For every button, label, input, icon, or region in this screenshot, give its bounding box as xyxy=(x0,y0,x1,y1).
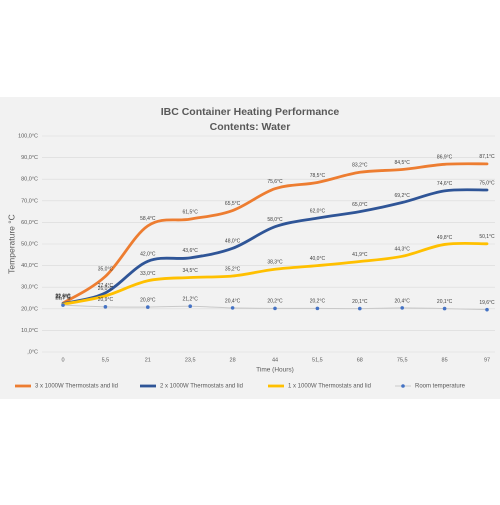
chart-subtitle: Contents: Water xyxy=(210,121,291,133)
data-point xyxy=(188,304,192,309)
data-label: 33,0°C xyxy=(140,271,156,277)
data-label: 40,0°C xyxy=(310,256,326,262)
legend-label: 1 x 1000W Thermostats and lid xyxy=(288,384,371,390)
x-tick-label: 97 xyxy=(484,357,490,363)
data-label: 42,0°C xyxy=(140,252,156,258)
data-point xyxy=(485,307,489,312)
data-label: 74,6°C xyxy=(437,181,453,187)
x-tick-label: 75,5 xyxy=(397,357,408,363)
x-axis-label: Time (Hours) xyxy=(256,367,294,374)
x-tick-label: 21 xyxy=(145,357,151,363)
data-label: 22,6°C xyxy=(55,294,71,300)
data-label: 20,1°C xyxy=(437,299,453,305)
data-point xyxy=(61,303,65,307)
y-tick-label: 10,0°C xyxy=(21,328,38,334)
series-line xyxy=(61,188,489,306)
data-label: 62,0°C xyxy=(310,208,326,214)
data-label: 20,4°C xyxy=(395,298,411,304)
data-label: 84,5°C xyxy=(395,160,411,166)
data-label: 43,6°C xyxy=(183,248,199,254)
data-label: 34,5°C xyxy=(183,268,199,274)
data-point xyxy=(400,306,405,310)
data-label: 38,3°C xyxy=(267,260,283,266)
x-tick-label: 68 xyxy=(357,357,363,363)
legend-label: 2 x 1000W Thermostats and lid xyxy=(160,384,243,390)
data-point xyxy=(146,305,150,309)
y-tick-label: ,0°C xyxy=(27,349,38,355)
chart-background xyxy=(0,97,500,399)
data-label: 41,9°C xyxy=(352,252,368,258)
data-label: 75,0°C xyxy=(479,180,495,186)
y-tick-label: 60,0°C xyxy=(21,220,38,226)
data-label: 22,1°C xyxy=(55,295,71,301)
data-label: 78,5°C xyxy=(310,173,326,179)
data-label: 26,0°C xyxy=(98,286,114,292)
data-label: 20,9°C xyxy=(98,297,114,303)
data-point xyxy=(230,306,235,310)
data-label: 35,0°C xyxy=(98,267,114,273)
x-tick-label: 23,5 xyxy=(185,357,196,363)
data-point xyxy=(103,305,108,309)
series-line xyxy=(61,241,489,306)
data-label: 35,2°C xyxy=(225,266,241,272)
y-tick-label: 100,0°C xyxy=(18,133,38,139)
data-label: 19,6°C xyxy=(479,300,495,306)
data-label: 20,8°C xyxy=(140,297,156,303)
y-axis-label: Temperature °C xyxy=(6,214,16,274)
data-label: 86,9°C xyxy=(437,155,453,161)
data-label: 65,5°C xyxy=(225,201,241,207)
data-label: 49,8°C xyxy=(437,235,453,241)
data-label: 44,3°C xyxy=(395,247,411,253)
data-label: 20,2°C xyxy=(310,299,326,305)
data-label: 83,2°C xyxy=(352,163,368,169)
data-label: 58,0°C xyxy=(267,217,283,223)
data-point xyxy=(442,306,447,311)
x-tick-label: 28 xyxy=(230,357,236,363)
data-label: 20,1°C xyxy=(352,299,368,305)
data-point xyxy=(273,306,277,311)
x-tick-label: 0 xyxy=(61,357,64,363)
y-tick-label: 90,0°C xyxy=(21,155,38,161)
data-label: 22,4°C xyxy=(55,294,71,300)
chart-title: IBC Container Heating Performance xyxy=(161,106,340,118)
data-label: 27,4°C xyxy=(98,283,114,289)
data-label: 61,5°C xyxy=(183,209,199,215)
x-tick-label: 44 xyxy=(272,357,278,363)
y-tick-label: 20,0°C xyxy=(21,306,38,312)
x-tick-label: 51,5 xyxy=(312,357,323,363)
data-label: 21,7°C xyxy=(55,295,71,301)
series-line xyxy=(61,162,489,305)
legend-label: Room temperature xyxy=(415,384,466,390)
data-label: 21,2°C xyxy=(183,297,199,303)
data-label: 20,4°C xyxy=(225,298,241,304)
data-label: 75,6°C xyxy=(267,179,283,185)
y-tick-label: 70,0°C xyxy=(21,198,38,204)
data-label: 50,1°C xyxy=(479,234,495,240)
y-tick-label: 30,0°C xyxy=(21,285,38,291)
data-label: 69,2°C xyxy=(395,193,411,199)
data-label: 87,1°C xyxy=(479,154,495,160)
data-point xyxy=(315,306,320,311)
data-label: 20,2°C xyxy=(267,299,283,305)
data-label: 65,0°C xyxy=(352,202,368,208)
x-tick-label: 85 xyxy=(442,357,448,363)
y-tick-label: 40,0°C xyxy=(21,263,38,269)
x-tick-label: 5,5 xyxy=(102,357,110,363)
y-tick-label: 50,0°C xyxy=(21,241,38,247)
legend-label: 3 x 1000W Thermostats and lid xyxy=(35,384,118,390)
data-label: 58,4°C xyxy=(140,216,156,222)
legend-marker xyxy=(401,384,405,388)
data-point xyxy=(358,306,362,311)
y-tick-label: 80,0°C xyxy=(21,177,38,183)
data-label: 48,0°C xyxy=(225,239,241,245)
